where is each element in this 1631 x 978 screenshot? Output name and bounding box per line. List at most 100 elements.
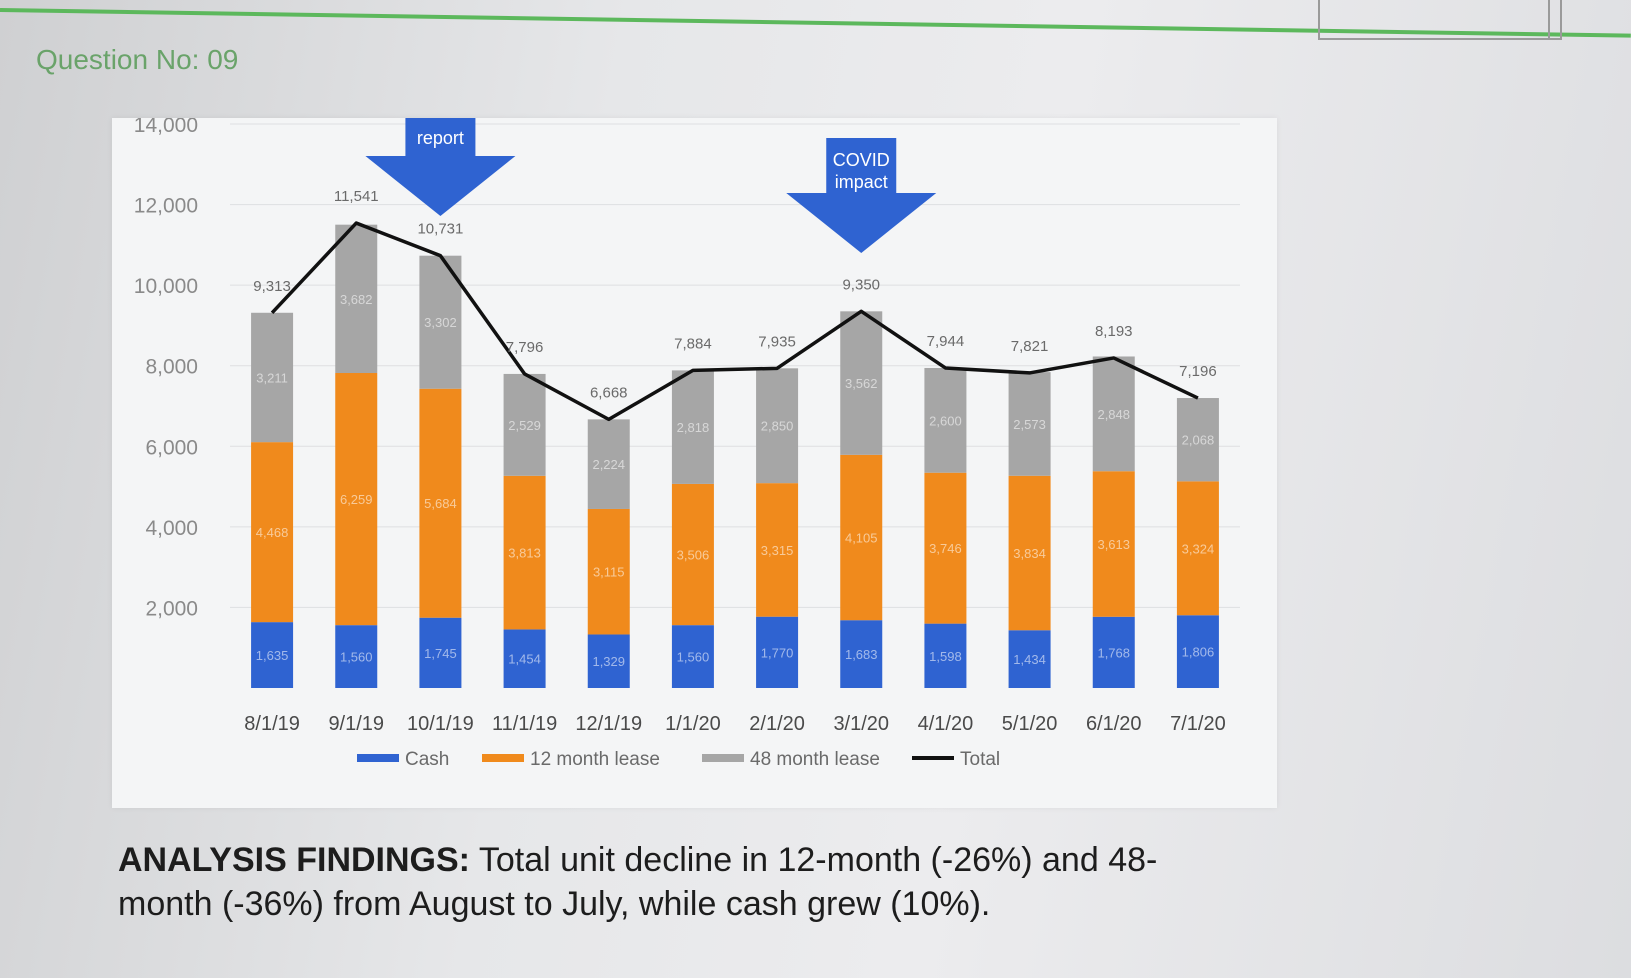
bar-segment xyxy=(251,312,294,443)
total-value-label: 7,884 xyxy=(674,335,712,352)
y-tick-label: 14,000 xyxy=(134,118,198,137)
x-tick-label: 8/1/19 xyxy=(244,713,300,735)
bar-value-label: 2,850 xyxy=(761,419,794,434)
bar-value-label: 3,324 xyxy=(1182,541,1215,556)
legend-label: 12 month lease xyxy=(530,749,660,770)
bar-segment xyxy=(1008,475,1051,631)
total-value-label: 6,668 xyxy=(590,384,628,401)
bar-value-label: 3,813 xyxy=(508,546,541,561)
bar-segment xyxy=(1092,356,1135,472)
bar-segment xyxy=(924,472,967,624)
x-tick-label: 3/1/20 xyxy=(833,713,889,735)
bar-value-label: 4,105 xyxy=(845,531,878,546)
question-number: Question No: 09 xyxy=(36,44,239,75)
bar-segment xyxy=(251,442,294,623)
total-value-label: 7,935 xyxy=(758,333,796,350)
bar-segment xyxy=(587,508,630,635)
bar-value-label: 1,770 xyxy=(761,645,794,660)
total-line xyxy=(270,221,1199,422)
y-tick-label: 8,000 xyxy=(145,356,198,379)
bar-value-label: 1,635 xyxy=(256,648,289,663)
legend-swatch xyxy=(702,754,744,762)
bar-value-label: 1,683 xyxy=(845,647,878,662)
bar-value-label: 1,560 xyxy=(677,650,710,665)
bar-value-label: 2,573 xyxy=(1013,417,1046,432)
bar-segment xyxy=(1092,616,1135,688)
bar-segment xyxy=(503,373,546,476)
bar-segment xyxy=(1092,471,1135,617)
bar-value-label: 1,560 xyxy=(340,650,373,665)
bar-segment xyxy=(1008,372,1051,476)
chart-card: 2,000 4,000 6,000 8,000 10,000 12,000 14,000 1,… xyxy=(112,118,1277,808)
y-tick-label: 10,000 xyxy=(134,275,198,298)
bar-segment xyxy=(840,454,883,621)
bar-value-label: 2,068 xyxy=(1182,433,1215,448)
bar-value-label: 3,506 xyxy=(677,548,710,563)
analysis-findings: ANALYSIS FINDINGS: Total unit decline in… xyxy=(118,838,1238,926)
bar-segment xyxy=(1176,398,1219,482)
legend-label: 48 month lease xyxy=(750,749,880,770)
bar-value-label: 3,746 xyxy=(929,541,962,556)
bar-segment xyxy=(671,625,714,688)
bar-value-label: 4,468 xyxy=(256,525,289,540)
bar-segment xyxy=(756,616,799,688)
bar-value-label: 3,315 xyxy=(761,543,794,558)
bar-value-label: 2,818 xyxy=(677,420,710,435)
legend-swatch xyxy=(357,754,399,762)
total-value-label: 9,350 xyxy=(842,276,880,293)
total-value-label: 7,196 xyxy=(1179,363,1217,380)
bar-value-label: 3,302 xyxy=(424,315,457,330)
x-tick-label: 4/1/20 xyxy=(918,713,974,735)
total-value-label: 7,944 xyxy=(927,333,965,350)
top-right-panel xyxy=(1318,0,1562,40)
x-tick-label: 1/1/20 xyxy=(665,713,721,735)
total-value-label: 7,796 xyxy=(506,339,544,356)
y-tick-label: 12,000 xyxy=(134,195,198,218)
bar-value-label: 3,115 xyxy=(593,565,625,580)
bar-segment xyxy=(671,483,714,626)
bar-segment xyxy=(587,634,630,688)
bar-segment xyxy=(335,625,378,688)
x-tick-label: 5/1/20 xyxy=(1002,713,1058,735)
top-right-panel-divider xyxy=(1548,0,1550,40)
y-tick-label: 4,000 xyxy=(145,517,198,540)
bar-value-label: 2,600 xyxy=(929,413,962,428)
bar-value-label: 3,613 xyxy=(1097,537,1130,552)
x-tick-label: 11/1/19 xyxy=(492,713,557,735)
callout-arrow xyxy=(786,138,937,253)
legend-swatch xyxy=(482,754,524,762)
bar-value-label: 3,834 xyxy=(1013,546,1046,561)
bar-segment xyxy=(503,629,546,688)
bar-value-label: 1,454 xyxy=(508,652,541,667)
y-tick-label: 2,000 xyxy=(145,597,198,620)
callout-label: impact xyxy=(835,172,888,192)
bar-segment xyxy=(335,373,378,626)
bar-segment xyxy=(1008,630,1051,688)
total-value-label: 7,821 xyxy=(1011,338,1049,355)
bar-segment xyxy=(756,483,799,617)
bar-value-label: 1,745 xyxy=(424,646,457,661)
x-tick-label: 6/1/20 xyxy=(1086,713,1142,735)
total-value-label: 9,313 xyxy=(253,278,291,295)
findings-text: Total unit decline in 12-month (-26%) an… xyxy=(118,841,1158,923)
bar-value-label: 3,211 xyxy=(256,370,288,385)
bar-segment xyxy=(840,311,883,455)
total-value-label: 10,731 xyxy=(417,221,463,238)
x-tick-label: 2/1/20 xyxy=(749,713,805,735)
x-tick-label: 9/1/19 xyxy=(328,713,384,735)
x-tick-label: 12/1/19 xyxy=(575,713,642,735)
bar-value-label: 2,224 xyxy=(592,457,625,472)
callout-arrow xyxy=(365,118,516,216)
bar-segment xyxy=(924,367,967,473)
bar-value-label: 1,806 xyxy=(1182,645,1215,660)
bar-value-label: 1,434 xyxy=(1013,652,1046,667)
callout-label: report xyxy=(417,128,464,148)
bar-segment xyxy=(419,388,462,618)
bar-segment xyxy=(419,617,462,688)
bar-value-label: 5,684 xyxy=(424,496,457,511)
legend-label: Cash xyxy=(405,749,449,770)
bar-segment xyxy=(1176,615,1219,688)
bar-segment xyxy=(756,368,799,484)
bar-segment xyxy=(671,370,714,484)
bar-value-label: 1,329 xyxy=(592,654,625,669)
